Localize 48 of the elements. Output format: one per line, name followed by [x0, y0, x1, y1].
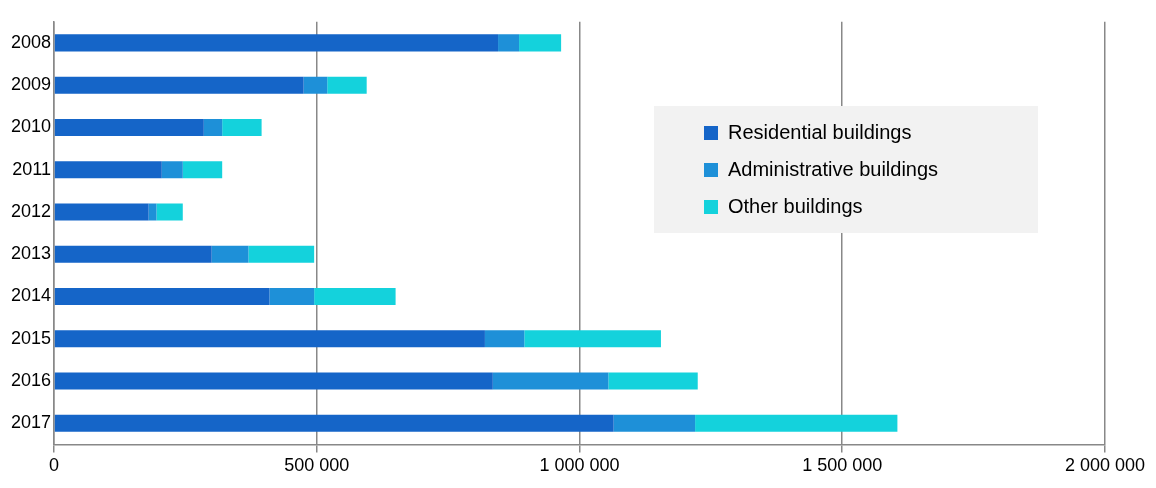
bar: [54, 414, 614, 432]
bar: [327, 76, 367, 94]
bar: [54, 76, 304, 94]
bar: [54, 287, 270, 306]
y-tick-label: 2009: [11, 74, 52, 95]
x-tick-label: 1 000 000: [539, 455, 620, 476]
bar: [519, 34, 562, 52]
bar: [54, 118, 204, 137]
bar: [248, 245, 315, 263]
bar: [156, 203, 183, 221]
y-tick-label: 2013: [11, 243, 52, 264]
bar: [54, 372, 493, 390]
bar: [182, 161, 223, 179]
y-tick-label: 2015: [11, 327, 52, 348]
bar: [492, 372, 609, 390]
y-tick-label: 2014: [11, 285, 52, 306]
bar: [54, 161, 162, 179]
bar: [54, 34, 499, 52]
bar: [211, 245, 249, 263]
legend-label: Other buildings: [728, 195, 863, 218]
bar: [608, 372, 698, 390]
bar: [695, 414, 898, 432]
y-tick-label: 2011: [12, 158, 52, 179]
bar: [314, 287, 396, 306]
bar: [148, 203, 157, 221]
bar: [498, 34, 520, 52]
y-tick-label: 2008: [11, 31, 52, 52]
y-tick-label: 2016: [11, 369, 52, 390]
y-tick-label: 2012: [11, 200, 52, 221]
y-tick-label: 2017: [11, 412, 52, 433]
legend-label: Administrative buildings: [728, 158, 939, 181]
bar: [524, 330, 661, 348]
bar: [303, 76, 328, 94]
bar: [203, 118, 223, 137]
bar: [269, 287, 315, 306]
x-tick-label: 0: [49, 455, 60, 476]
legend-label: Residential buildings: [728, 121, 912, 144]
x-tick-label: 1 500 000: [802, 455, 883, 476]
bar: [54, 245, 212, 263]
x-tick-label: 500 000: [284, 455, 350, 476]
bar: [222, 118, 262, 137]
bar: [484, 330, 525, 348]
bar: [54, 203, 149, 221]
bar: [613, 414, 696, 432]
bar: [161, 161, 183, 179]
y-tick-label: 2010: [11, 116, 52, 137]
x-tick-label: 2 000 000: [1064, 455, 1145, 476]
bar: [54, 330, 485, 348]
